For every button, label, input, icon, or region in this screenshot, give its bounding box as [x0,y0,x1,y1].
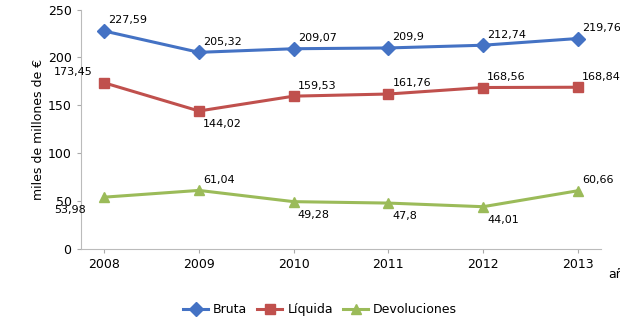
Líquida [574,85,582,89]
Bruta [384,46,392,50]
Bruta [574,37,582,41]
Text: 161,76: 161,76 [392,78,431,88]
Líquida [100,81,108,85]
Y-axis label: miles de millones de €: miles de millones de € [32,59,45,200]
Text: 47,8: 47,8 [392,211,417,221]
Line: Bruta: Bruta [99,26,583,57]
Text: 53,98: 53,98 [55,205,86,215]
Bruta [479,43,487,47]
Devoluciones [479,205,487,209]
Bruta [100,29,108,33]
Devoluciones [195,189,203,192]
Text: 209,07: 209,07 [298,33,337,43]
Legend: Bruta, Líquida, Devoluciones: Bruta, Líquida, Devoluciones [178,298,462,319]
Text: 44,01: 44,01 [487,215,519,225]
Devoluciones [290,200,298,204]
Bruta [195,50,203,54]
Text: 219,76: 219,76 [582,23,620,33]
Text: 159,53: 159,53 [298,81,337,91]
Text: años: años [608,268,620,281]
Text: 173,45: 173,45 [55,67,93,77]
Devoluciones [384,201,392,205]
Text: 227,59: 227,59 [108,15,148,26]
Line: Devoluciones: Devoluciones [99,186,583,211]
Text: 61,04: 61,04 [203,175,235,185]
Text: 49,28: 49,28 [298,210,330,220]
Text: 212,74: 212,74 [487,30,526,40]
Text: 168,84: 168,84 [582,72,620,82]
Line: Líquida: Líquida [99,78,583,116]
Text: 168,56: 168,56 [487,72,526,82]
Text: 144,02: 144,02 [203,119,242,129]
Líquida [479,85,487,89]
Devoluciones [100,195,108,199]
Text: 209,9: 209,9 [392,33,424,42]
Text: 60,66: 60,66 [582,175,613,185]
Líquida [290,94,298,98]
Líquida [384,92,392,96]
Líquida [195,109,203,113]
Bruta [290,47,298,51]
Text: 205,32: 205,32 [203,37,242,47]
Devoluciones [574,189,582,193]
